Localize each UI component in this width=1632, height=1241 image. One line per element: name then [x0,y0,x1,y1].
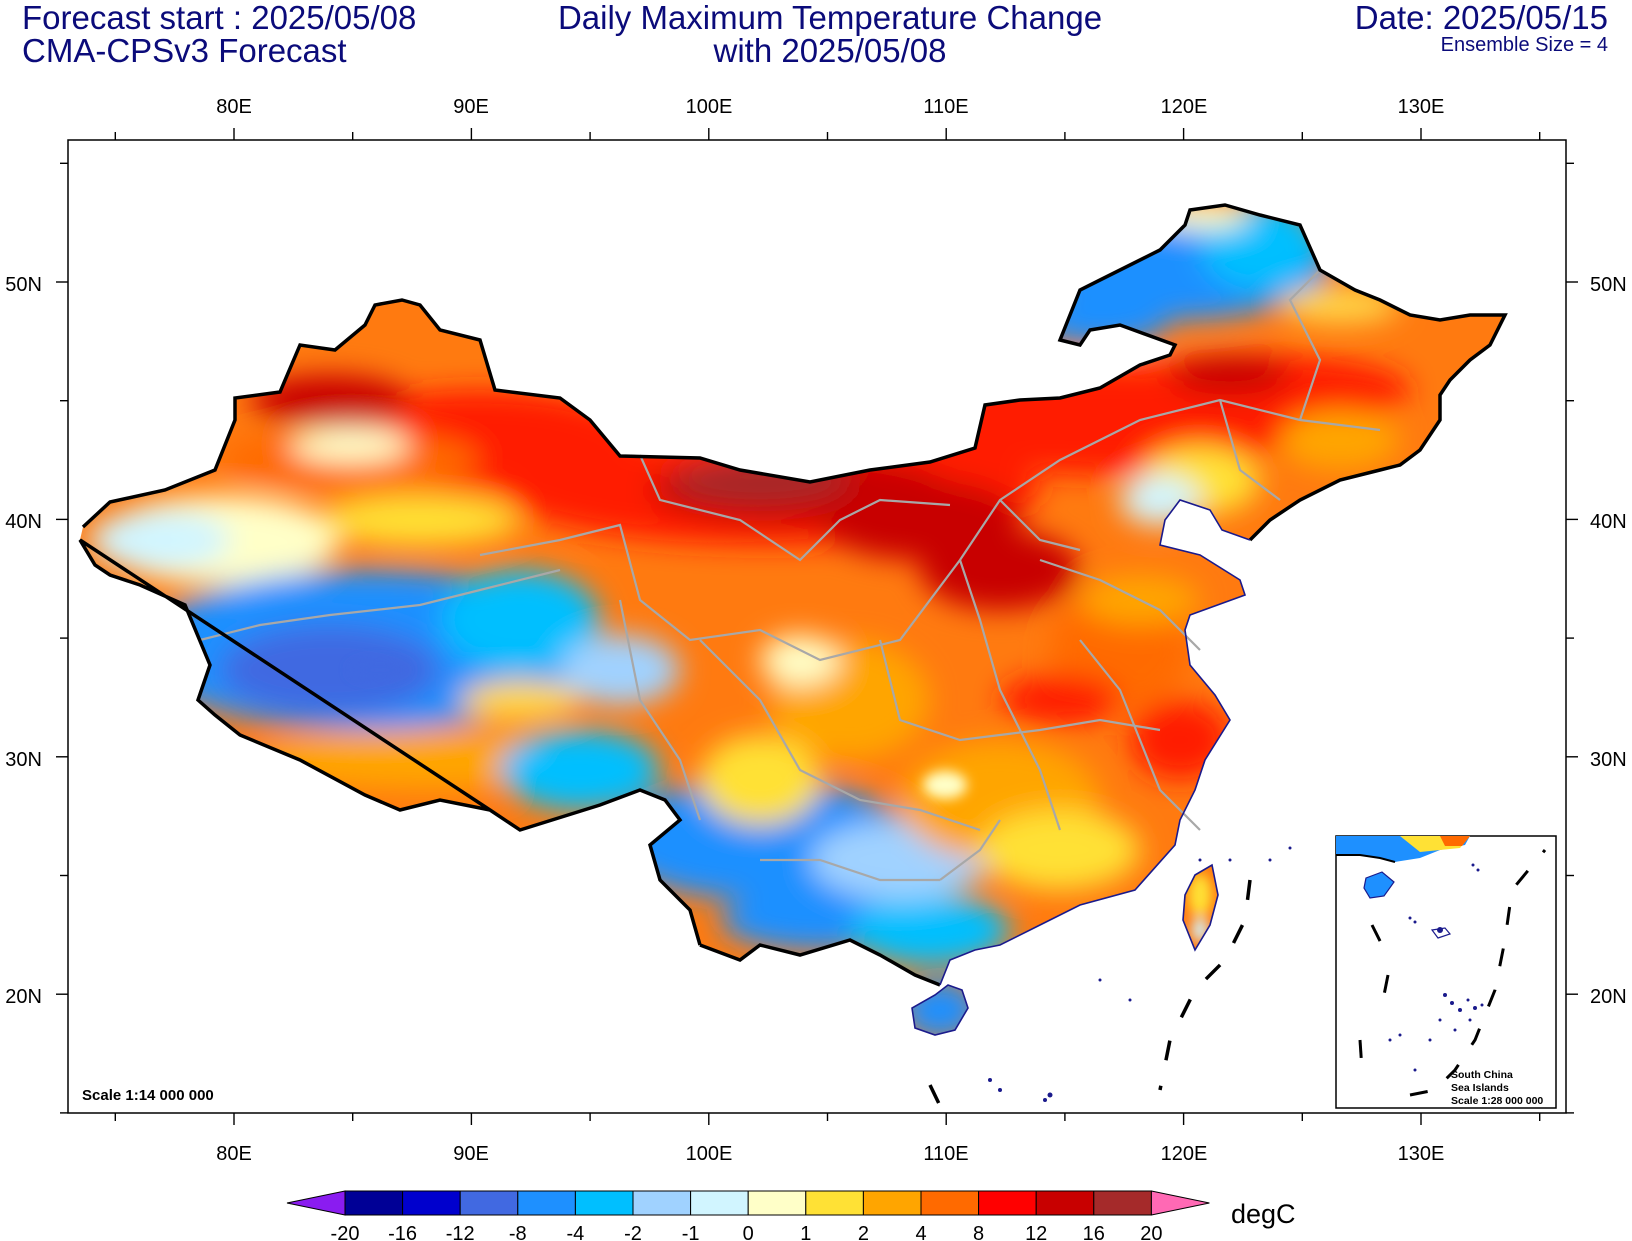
lat-label-right: 20N [1590,986,1627,1008]
colorbar-tick-label: 16 [1083,1223,1105,1241]
lon-label-bottom: 120E [1161,1143,1208,1165]
forecast-start-label: Forecast start : 2025/05/08 [22,0,417,36]
colorbar-tick-label: -12 [446,1223,475,1241]
colorbar-box [574,1190,634,1216]
colorbar-box [632,1190,692,1216]
lon-label-top: 110E [923,96,968,118]
inset-scale-label: Scale 1:28 000 000 [1451,1095,1543,1107]
map-title-line1: Daily Maximum Temperature Change [557,0,1103,36]
colorbar-box [402,1190,461,1216]
coastline [911,499,1251,1036]
colorbar: -20 -16 -12 -8 -4 -2 -1 0 1 2 4 8 12 16 20 [286,1190,1210,1241]
map-scale-label: Scale 1:14 000 000 [82,1087,214,1104]
lon-label-bottom: 100E [686,1143,733,1165]
colorbar-tick-label: -16 [388,1223,417,1241]
colorbar-box [862,1190,922,1216]
colorbar-min-arrow [286,1190,346,1216]
lat-label-left: 40N [5,511,42,533]
colorbar-box [920,1190,980,1216]
colorbar-tick-label: 4 [915,1223,926,1241]
maritime-boundary-dashes [928,879,1252,1111]
colorbar-tick-label: 12 [1025,1223,1047,1241]
colorbar-unit: degC [1231,1199,1296,1229]
colorbar-box [747,1190,807,1216]
colorbar-tick-label: 2 [858,1223,869,1241]
colorbar-box [517,1190,576,1216]
valid-date-label: Date: 2025/05/15 [1354,0,1608,36]
colorbar-tick-label: 20 [1140,1223,1162,1241]
colorbar-box [805,1190,864,1216]
inset-title-line1: South China [1451,1069,1513,1081]
colorbar-box [690,1190,749,1216]
colorbar-box [978,1190,1037,1216]
ensemble-size-label: Ensemble Size = 4 [1440,34,1608,56]
country-border [78,203,1508,987]
lon-label-bottom: 80E [216,1143,252,1165]
colorbar-box [459,1190,519,1216]
lat-label-right: 50N [1590,274,1627,296]
colorbar-box [1093,1190,1152,1216]
lat-label-right: 40N [1590,511,1627,533]
lat-label-left: 20N [5,986,42,1008]
colorbar-box [344,1190,404,1216]
model-label: CMA-CPSv3 Forecast [22,32,347,69]
colorbar-tick-label: -1 [682,1223,700,1241]
colorbar-tick-label: 8 [973,1223,984,1241]
lat-label-right: 30N [1590,749,1627,771]
lon-label-bottom: 130E [1398,1143,1445,1165]
lon-label-top: 90E [453,96,489,118]
colorbar-box [1035,1190,1095,1216]
small-islands [988,846,1292,1102]
colorbar-tick-label: -4 [567,1223,585,1241]
colorbar-tick-label: -2 [624,1223,642,1241]
colorbar-tick-label: 1 [800,1223,811,1241]
inset-title-line2: Sea Islands [1451,1082,1509,1094]
axis-ticks [56,128,1578,1125]
temperature-field [80,205,1505,1035]
lon-label-top: 100E [686,96,733,118]
colorbar-tick-label: -20 [331,1223,360,1241]
south-china-sea-inset: South China Sea Islands Scale 1:28 000 0… [1335,835,1557,1109]
lon-label-top: 130E [1398,96,1445,118]
lon-label-top: 120E [1161,96,1208,118]
colorbar-max-arrow [1150,1190,1210,1216]
lon-label-bottom: 90E [453,1143,489,1165]
colorbar-tick-label: -8 [509,1223,527,1241]
colorbar-tick-label: 0 [743,1223,754,1241]
province-boundaries [199,269,1381,882]
map-frame [67,139,1567,1114]
map-title-line2: with 2025/05/08 [713,32,947,69]
lon-label-top: 80E [216,96,252,118]
lon-label-bottom: 110E [923,1143,968,1165]
lat-label-left: 30N [5,749,42,771]
lat-label-left: 50N [5,274,42,296]
